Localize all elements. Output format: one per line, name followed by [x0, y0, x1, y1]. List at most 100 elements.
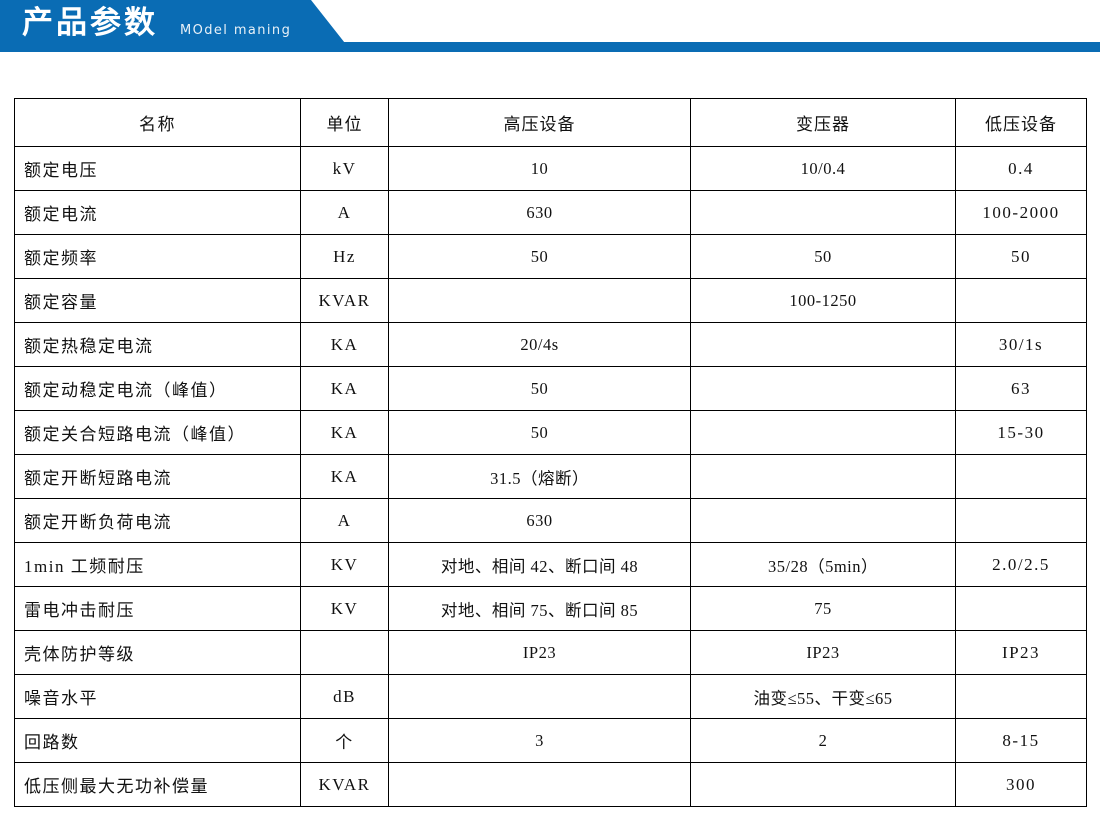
page-subtitle: MOdel maning [180, 23, 292, 38]
cell-name: 额定电流 [14, 190, 301, 235]
cell-hv: IP23 [388, 630, 691, 675]
cell-lv: 15-30 [955, 410, 1087, 455]
cell-lv: 300 [955, 762, 1087, 807]
table-row: 额定容量 KVAR 100-1250 [14, 278, 1087, 323]
cell-lv [955, 454, 1087, 499]
cell-hv: 3 [388, 718, 691, 763]
table-row: 额定开断负荷电流 A 630 [14, 498, 1087, 543]
cell-transformer: 35/28（5min） [690, 542, 956, 587]
cell-name: 额定关合短路电流（峰值） [14, 410, 301, 455]
table-row: 额定电流 A 630 100-2000 [14, 190, 1087, 235]
cell-unit: Hz [300, 234, 389, 279]
cell-transformer [690, 410, 956, 455]
cell-hv: 对地、相间 42、断口间 48 [388, 542, 691, 587]
cell-lv [955, 674, 1087, 719]
cell-transformer [690, 366, 956, 411]
cell-lv: 2.0/2.5 [955, 542, 1087, 587]
table-row: 壳体防护等级 IP23 IP23 IP23 [14, 630, 1087, 675]
cell-hv: 630 [388, 190, 691, 235]
cell-unit: A [300, 498, 389, 543]
column-header-name: 名称 [14, 98, 301, 147]
cell-hv [388, 762, 691, 807]
cell-transformer [690, 498, 956, 543]
table-row: 噪音水平 dB 油变≤55、干变≤65 [14, 674, 1087, 719]
cell-name: 额定开断负荷电流 [14, 498, 301, 543]
table-row: 额定频率 Hz 50 50 50 [14, 234, 1087, 279]
cell-transformer: 油变≤55、干变≤65 [690, 674, 956, 719]
cell-transformer [690, 190, 956, 235]
banner-block [0, 0, 352, 52]
cell-unit: KV [300, 586, 389, 631]
cell-unit: KA [300, 366, 389, 411]
cell-name: 额定频率 [14, 234, 301, 279]
cell-unit: KA [300, 322, 389, 367]
table-row: 额定关合短路电流（峰值） KA 50 15-30 [14, 410, 1087, 455]
cell-transformer: 50 [690, 234, 956, 279]
spec-table-body: 额定电压 kV 10 10/0.4 0.4 额定电流 A 630 100-2000 额定频率 Hz 5… [14, 146, 1087, 807]
cell-unit: KVAR [300, 762, 389, 807]
cell-transformer [690, 454, 956, 499]
table-row: 1min 工频耐压 KV 对地、相间 42、断口间 48 35/28（5min） 2.0… [14, 542, 1087, 587]
cell-name: 额定开断短路电流 [14, 454, 301, 499]
cell-hv [388, 674, 691, 719]
table-header-row: 名称 单位 高压设备 变压器 低压设备 [14, 98, 1087, 147]
cell-hv: 对地、相间 75、断口间 85 [388, 586, 691, 631]
cell-unit: KA [300, 410, 389, 455]
column-header-unit: 单位 [300, 98, 389, 147]
cell-unit: KA [300, 454, 389, 499]
banner-accent-rule [0, 42, 1100, 52]
table-row: 额定热稳定电流 KA 20/4s 30/1s [14, 322, 1087, 367]
cell-lv [955, 586, 1087, 631]
cell-name: 壳体防护等级 [14, 630, 301, 675]
cell-lv: 30/1s [955, 322, 1087, 367]
cell-name: 额定容量 [14, 278, 301, 323]
cell-name: 噪音水平 [14, 674, 301, 719]
cell-transformer [690, 322, 956, 367]
cell-hv: 50 [388, 366, 691, 411]
spec-table: 名称 单位 高压设备 变压器 低压设备 额定电压 kV 10 10/0.4 0.4 额定电… [14, 98, 1087, 807]
cell-unit: A [300, 190, 389, 235]
cell-lv [955, 278, 1087, 323]
cell-hv [388, 278, 691, 323]
cell-lv: 8-15 [955, 718, 1087, 763]
cell-name: 额定热稳定电流 [14, 322, 301, 367]
cell-hv: 31.5（熔断） [388, 454, 691, 499]
cell-hv: 10 [388, 146, 691, 191]
cell-name: 低压侧最大无功补偿量 [14, 762, 301, 807]
column-header-lv: 低压设备 [955, 98, 1087, 147]
table-row: 额定电压 kV 10 10/0.4 0.4 [14, 146, 1087, 191]
cell-lv: 0.4 [955, 146, 1087, 191]
cell-name: 额定动稳定电流（峰值） [14, 366, 301, 411]
cell-unit: KV [300, 542, 389, 587]
cell-name: 1min 工频耐压 [14, 542, 301, 587]
cell-hv: 50 [388, 410, 691, 455]
cell-lv: 63 [955, 366, 1087, 411]
table-row: 回路数个 3 2 8-15 [14, 718, 1087, 763]
cell-transformer [690, 762, 956, 807]
page-title: 产品参数 [22, 5, 158, 41]
cell-lv: IP23 [955, 630, 1087, 675]
table-row: 雷电冲击耐压 KV 对地、相间 75、断口间 85 75 [14, 586, 1087, 631]
cell-hv: 630 [388, 498, 691, 543]
cell-unit [300, 630, 389, 675]
cell-name: 回路数 [14, 718, 301, 763]
cell-hv: 50 [388, 234, 691, 279]
cell-lv [955, 498, 1087, 543]
cell-hv: 20/4s [388, 322, 691, 367]
cell-unit: 个 [300, 718, 389, 763]
cell-transformer: IP23 [690, 630, 956, 675]
column-header-hv: 高压设备 [388, 98, 691, 147]
cell-unit: KVAR [300, 278, 389, 323]
cell-transformer: 2 [690, 718, 956, 763]
cell-transformer: 100-1250 [690, 278, 956, 323]
cell-name: 额定电压 [14, 146, 301, 191]
cell-lv: 50 [955, 234, 1087, 279]
cell-transformer: 75 [690, 586, 956, 631]
spec-table-container: 名称 单位 高压设备 变压器 低压设备 额定电压 kV 10 10/0.4 0.4 额定电… [14, 98, 1087, 807]
cell-unit: kV [300, 146, 389, 191]
table-row: 额定动稳定电流（峰值） KA 50 63 [14, 366, 1087, 411]
cell-transformer: 10/0.4 [690, 146, 956, 191]
cell-lv: 100-2000 [955, 190, 1087, 235]
table-row: 额定开断短路电流 KA 31.5（熔断） [14, 454, 1087, 499]
cell-unit: dB [300, 674, 389, 719]
